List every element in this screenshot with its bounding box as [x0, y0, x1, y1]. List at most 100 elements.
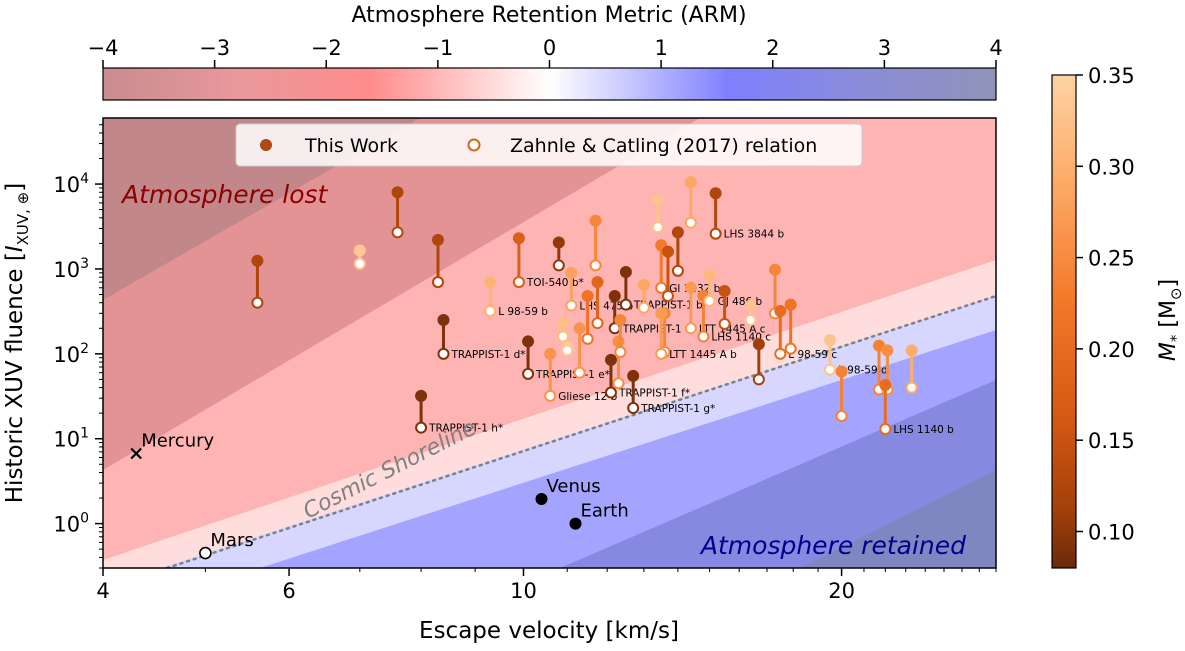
planet-label: TRAPPIST-1 c*	[622, 323, 696, 335]
planet-marker-this-work	[573, 322, 586, 335]
planet-marker-zahnle-catling	[573, 366, 586, 379]
mass-colorbar-bar	[1051, 74, 1077, 569]
solar-body-marker	[130, 447, 142, 460]
planet-marker-this-work	[823, 334, 836, 347]
planet-marker-zahnle-catling	[684, 322, 697, 335]
planet-label: TRAPPIST-1 h*	[428, 423, 503, 435]
planet-label: L 98-59 d	[838, 365, 888, 377]
arm-tick-label: −3	[199, 36, 230, 60]
planet-marker-zahnle-catling	[591, 317, 604, 330]
arm-colorbar-bar	[102, 67, 997, 101]
arm-tick-label: 2	[766, 36, 779, 60]
planet-marker-zahnle-catling	[561, 344, 574, 357]
planet-marker-zahnle-catling	[431, 276, 444, 289]
arm-tick-label: −4	[88, 36, 119, 60]
planet-marker-zahnle-catling	[619, 298, 632, 311]
planet-marker-zahnle-catling	[415, 421, 428, 434]
planet-marker-zahnle-catling	[703, 294, 716, 307]
planet-marker-this-work	[671, 226, 684, 239]
mass-tick-label: 0.25	[1088, 247, 1135, 271]
arm-tick-label: −2	[311, 36, 342, 60]
mass-tick-label: 0.35	[1088, 64, 1135, 88]
planet-marker-zahnle-catling	[589, 259, 602, 272]
y-axis: 100 101 102 103 104	[53, 124, 103, 569]
arm-tick-label: 1	[654, 36, 667, 60]
planet-marker-this-work	[752, 338, 765, 351]
planet-marker-zahnle-catling	[671, 264, 684, 277]
planet-marker-zahnle-catling	[684, 216, 697, 229]
arm-background	[103, 118, 996, 568]
planet-marker-zahnle-catling	[391, 226, 404, 239]
planet-label: LHS 3844 b	[724, 229, 785, 241]
planet-label: L 98-59 c	[788, 349, 837, 361]
plot-frame	[102, 117, 997, 569]
planet-marker-zahnle-catling	[557, 330, 570, 343]
planet-marker-zahnle-catling	[718, 317, 731, 330]
planet-marker-zahnle-catling	[744, 314, 757, 327]
region-label-atmosphere-retained: Atmosphere retained	[699, 531, 966, 560]
planet-marker-zahnle-catling	[552, 259, 565, 272]
planet-marker-this-work	[353, 244, 366, 257]
planet-label: L 98-59 b	[498, 306, 548, 318]
planet-marker-this-work	[552, 236, 565, 249]
planet-marker-zahnle-catling	[651, 221, 664, 234]
mass-tick-label: 0.20	[1088, 338, 1135, 362]
planet-marker-this-work	[637, 278, 650, 291]
planet-marker-zahnle-catling	[774, 347, 787, 360]
planet-label: LTT 1445 A b	[669, 349, 737, 361]
y-axis-label: Historic XUV fluence [IXUV, ⊕]	[2, 183, 32, 503]
solar-body-marker	[569, 517, 582, 530]
planet-marker-zahnle-catling	[697, 330, 710, 343]
planet-marker-this-work	[655, 307, 668, 320]
planet-marker-this-work	[684, 281, 697, 294]
arm-colorbar-ticks: −4 −3 −2 −1 0 1 2 3 4	[88, 36, 1003, 68]
region-label-atmosphere-lost: Atmosphere lost	[120, 180, 329, 209]
planet-marker-zahnle-catling	[879, 423, 892, 436]
y-tick-label: 104	[53, 171, 89, 197]
planet-marker-zahnle-catling	[484, 304, 497, 317]
planet-marker-zahnle-catling	[905, 381, 918, 394]
planet-label: LHS 1140 b	[893, 424, 954, 436]
legend-label-this-work: This Work	[304, 135, 398, 157]
planet-marker-this-work	[769, 263, 782, 276]
solar-body-label: Earth	[581, 501, 629, 522]
arm-colorbar-label: Atmosphere Retention Metric (ARM)	[351, 3, 746, 28]
planet-marker-this-work	[905, 344, 918, 357]
planet-marker-this-work	[718, 284, 731, 297]
planet-marker-zahnle-catling	[627, 402, 640, 415]
mass-tick-label: 0.10	[1088, 520, 1135, 544]
x-tick-label: 20	[828, 579, 855, 603]
planet-label: TRAPPIST-1 e*	[535, 369, 610, 381]
y-tick-label: 101	[53, 426, 89, 452]
planet-marker-this-work	[589, 214, 602, 227]
planet-marker-this-work	[437, 314, 450, 327]
planet-marker-zahnle-catling	[823, 363, 836, 376]
planet-marker-zahnle-catling	[251, 296, 264, 309]
planet-label: TRAPPIST-1 b*	[633, 300, 708, 312]
legend-label-zahnle-catling: Zahnle & Catling (2017) relation	[510, 135, 817, 157]
planet-marker-zahnle-catling	[544, 389, 557, 402]
planet-marker-this-work	[565, 266, 578, 279]
planet-marker-this-work	[391, 186, 404, 199]
planet-marker-zahnle-catling	[784, 342, 797, 355]
planet-marker-this-work	[251, 254, 264, 267]
planet-marker-this-work	[709, 187, 722, 200]
planet-marker-zahnle-catling	[565, 299, 578, 312]
x-tick-label: 4	[96, 579, 109, 603]
planet-marker-zahnle-catling	[604, 386, 617, 399]
planet-marker-this-work	[703, 268, 716, 281]
arm-tick-label: 4	[989, 36, 1002, 60]
planet-marker-this-work	[619, 266, 632, 279]
y-tick-label: 103	[53, 256, 89, 282]
planet-marker-this-work	[484, 276, 497, 289]
legend-marker-zahnle-catling	[467, 138, 481, 152]
planet-marker-zahnle-catling	[655, 347, 668, 360]
solar-body-marker	[535, 492, 548, 505]
planet-marker-zahnle-catling	[512, 276, 525, 289]
planet-marker-zahnle-catling	[581, 332, 594, 345]
plot-layer: TRAPPIST-1 d* TRAPPIST-1 h* L 98-59 b TOI-5…	[130, 176, 996, 568]
planet-marker-this-work	[661, 245, 674, 258]
mass-colorbar-label: M* [M⊙]	[1156, 279, 1185, 361]
planet-marker-this-work	[784, 298, 797, 311]
planet-marker-this-work	[415, 389, 428, 402]
